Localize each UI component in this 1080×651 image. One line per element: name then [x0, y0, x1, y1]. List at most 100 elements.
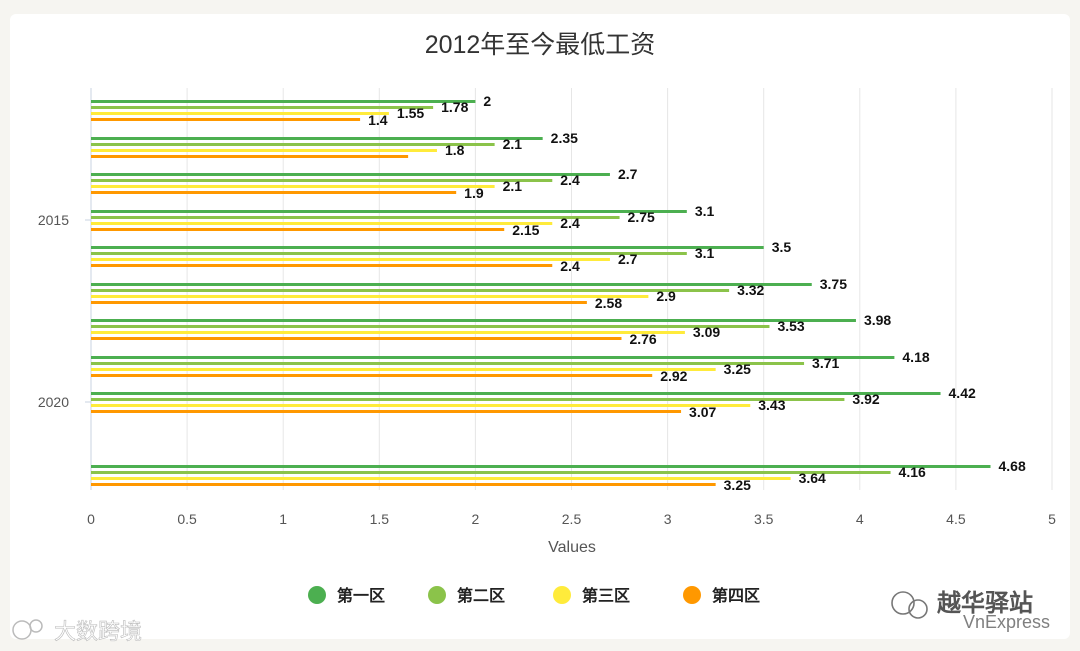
legend-marker[interactable] — [308, 586, 326, 604]
data-label: 4.42 — [949, 385, 976, 401]
wechat-icon — [908, 599, 928, 619]
bar[interactable] — [91, 185, 495, 188]
watermark-right-cn: 越华驿站 — [937, 589, 1033, 617]
data-label: 1.9 — [464, 185, 484, 201]
bar[interactable] — [91, 392, 941, 395]
watermark-logo-icon — [29, 619, 43, 633]
bar[interactable] — [91, 289, 730, 292]
bar[interactable] — [91, 191, 457, 194]
data-label: 3.5 — [772, 239, 792, 255]
x-tick-label: 1 — [279, 511, 287, 527]
bar[interactable] — [91, 222, 553, 225]
data-label: 2.4 — [560, 258, 580, 274]
data-label: 3.32 — [737, 282, 764, 298]
bar[interactable] — [91, 295, 649, 298]
bar[interactable] — [91, 356, 895, 359]
data-label: 3.43 — [758, 397, 785, 413]
data-label: 4.18 — [902, 349, 929, 365]
data-label: 3.64 — [799, 470, 826, 486]
bar[interactable] — [91, 216, 620, 219]
x-tick-label: 4 — [856, 511, 864, 527]
bar[interactable] — [91, 106, 434, 109]
data-label: 2.7 — [618, 166, 638, 182]
bar[interactable] — [91, 143, 495, 146]
data-label: 2.7 — [618, 251, 638, 267]
data-label: 2.1 — [503, 178, 523, 194]
data-label: 2.9 — [656, 288, 676, 304]
data-label: 3.98 — [864, 312, 891, 328]
bar[interactable] — [91, 325, 770, 328]
data-label: 2.92 — [660, 368, 687, 384]
watermark-left-text: 大数跨境 — [54, 619, 142, 644]
x-tick-label: 2.5 — [562, 511, 582, 527]
data-label: 3.75 — [820, 276, 847, 292]
legend-label: 第二区 — [457, 586, 505, 605]
bar[interactable] — [91, 246, 764, 249]
bar[interactable] — [91, 331, 685, 334]
bar[interactable] — [91, 210, 687, 213]
bar[interactable] — [91, 398, 845, 401]
bar[interactable] — [91, 179, 553, 182]
data-label: 3.53 — [777, 318, 804, 334]
data-label: 2.1 — [503, 136, 523, 152]
chart-title: 2012年至今最低工资 — [425, 31, 656, 59]
x-tick-label: 3.5 — [754, 511, 774, 527]
bar[interactable] — [91, 118, 361, 121]
data-label: 2.15 — [512, 222, 539, 238]
bar[interactable] — [91, 374, 653, 377]
data-label: 2.75 — [628, 209, 655, 225]
bar[interactable] — [91, 100, 476, 103]
data-label: 2.58 — [595, 295, 622, 311]
bar[interactable] — [91, 319, 856, 322]
bar[interactable] — [91, 404, 751, 407]
bar[interactable] — [91, 483, 716, 486]
bar[interactable] — [91, 301, 587, 304]
bar[interactable] — [91, 465, 991, 468]
bar[interactable] — [91, 471, 891, 474]
data-label: 3.07 — [689, 404, 716, 420]
x-axis-title: Values — [548, 539, 596, 556]
x-tick-label: 0 — [87, 511, 95, 527]
x-tick-label: 5 — [1048, 511, 1056, 527]
x-tick-label: 4.5 — [946, 511, 966, 527]
data-label: 1.78 — [441, 99, 468, 115]
x-tick-label: 3 — [664, 511, 672, 527]
legend-label: 第四区 — [712, 586, 760, 605]
legend-marker[interactable] — [683, 586, 701, 604]
data-label: 2.76 — [629, 331, 656, 347]
wechat-icon — [891, 591, 915, 615]
bar[interactable] — [91, 477, 791, 480]
y-tick-label: 2020 — [38, 394, 69, 410]
data-label: 3.09 — [693, 324, 720, 340]
bar[interactable] — [91, 368, 716, 371]
bar[interactable] — [91, 264, 553, 267]
data-label: 4.16 — [899, 464, 926, 480]
bar[interactable] — [91, 155, 409, 158]
legend-marker[interactable] — [553, 586, 571, 604]
bar[interactable] — [91, 283, 812, 286]
data-label: 3.92 — [852, 391, 879, 407]
bar[interactable] — [91, 252, 687, 255]
bar[interactable] — [91, 112, 389, 115]
data-label: 4.68 — [998, 458, 1025, 474]
legend-marker[interactable] — [428, 586, 446, 604]
bar[interactable] — [91, 258, 610, 261]
data-label: 2.35 — [551, 130, 578, 146]
data-label: 3.1 — [695, 245, 715, 261]
bar[interactable] — [91, 149, 437, 152]
data-label: 2.4 — [560, 215, 580, 231]
bar[interactable] — [91, 137, 543, 140]
data-label: 1.4 — [368, 112, 388, 128]
legend-label: 第一区 — [337, 586, 385, 605]
bar[interactable] — [91, 410, 682, 413]
x-tick-label: 2 — [472, 511, 480, 527]
bar[interactable] — [91, 362, 805, 365]
bar[interactable] — [91, 337, 622, 340]
watermark-logo-icon — [12, 620, 32, 640]
bar[interactable] — [91, 173, 610, 176]
data-label: 2.4 — [560, 172, 580, 188]
data-label: 2 — [483, 93, 491, 109]
bar[interactable] — [91, 228, 505, 231]
data-label: 1.55 — [397, 105, 424, 121]
